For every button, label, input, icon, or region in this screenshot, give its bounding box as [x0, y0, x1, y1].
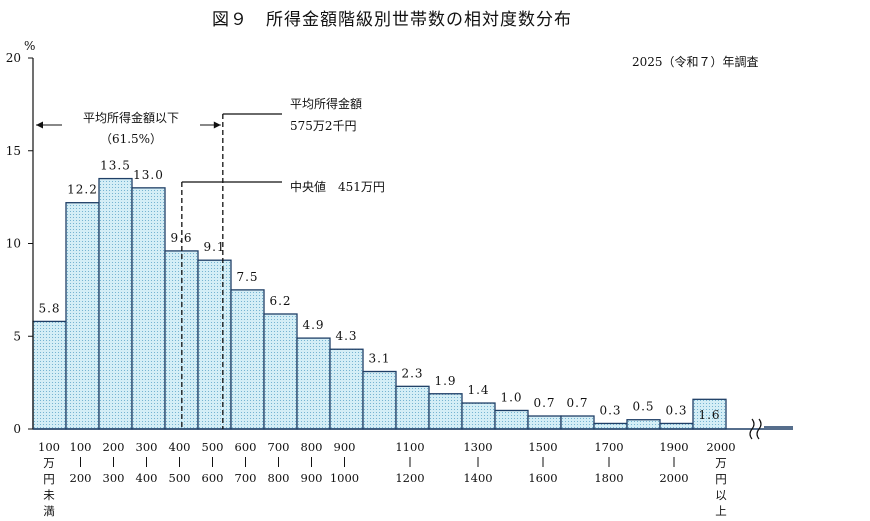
below-average-label: 平均所得金額以下 [83, 110, 179, 125]
histogram-bar [329, 348, 364, 430]
annotation-background [62, 108, 200, 152]
x-tick-label: 600 [202, 471, 224, 485]
bar-value-label: 6.2 [269, 294, 291, 308]
histogram-bar [98, 177, 133, 430]
x-tick-label: 600 [235, 440, 257, 454]
x-tick-label: 500 [202, 440, 224, 454]
bar-value-label: 3.1 [368, 351, 390, 365]
x-tick-label: 100 [70, 440, 92, 454]
y-tick-label: 15 [6, 144, 21, 158]
x-last-label: 円 [715, 472, 727, 486]
x-tick-label: 1100 [395, 440, 424, 454]
bar-value-label: 2.3 [401, 366, 423, 380]
x-tick-label: 900 [301, 471, 323, 485]
axis-break-mark [756, 418, 762, 440]
x-tick-label: 400 [169, 440, 191, 454]
x-tick-label: 700 [268, 440, 290, 454]
x-tick-label: 1200 [395, 471, 424, 485]
histogram-bar [65, 202, 100, 430]
x-last-label: 2000 [706, 440, 735, 454]
x-tick-label: 800 [268, 471, 290, 485]
x-tick-label: 1300 [463, 440, 492, 454]
histogram-bar [593, 422, 628, 430]
median-label: 中央値 451万円 [290, 179, 385, 194]
x-tick-label: 900 [334, 440, 356, 454]
bar-value-label: 0.3 [665, 403, 687, 417]
histogram-bar [131, 187, 166, 430]
bar-value-label: 0.7 [566, 396, 588, 410]
histogram-bar [527, 415, 562, 430]
y-axis-unit: % [24, 39, 35, 53]
bar-value-label: 4.3 [335, 329, 357, 343]
bar-value-label: 0.5 [632, 400, 654, 414]
survey-note: 2025（令和７）年調査 [632, 54, 759, 69]
x-tick-label: 300 [103, 471, 125, 485]
x-tick-label: 1800 [594, 471, 623, 485]
bar-value-label: 13.0 [133, 168, 164, 182]
x-tick-label: 1500 [528, 440, 557, 454]
y-tick-label: 0 [13, 422, 21, 436]
x-tick-label: 700 [235, 471, 257, 485]
chart-title: 図９ 所得金額階級別世帯数の相対度数分布 [212, 10, 572, 30]
x-tick-label: 1000 [330, 471, 359, 485]
bar-value-label: 7.5 [236, 270, 258, 284]
y-tick-label: 5 [13, 329, 21, 343]
x-tick-label: 1900 [659, 440, 688, 454]
bar-value-label: 5.8 [38, 301, 60, 315]
histogram-bar [296, 337, 331, 430]
bar-value-label: 0.3 [599, 403, 621, 417]
x-tick-label: 200 [70, 471, 92, 485]
x-last-label: 以 [715, 488, 727, 502]
histogram-bar [362, 370, 397, 430]
bar-value-label: 12.2 [67, 183, 98, 197]
arrow-head-left [36, 121, 43, 129]
x-first-label: 円 [43, 472, 55, 486]
x-last-label: 上 [715, 504, 727, 518]
bar-value-label: 9.1 [203, 240, 225, 254]
y-tick-label: 20 [6, 51, 21, 65]
average-value: 575万2千円 [290, 119, 357, 133]
bar-value-label: 1.6 [698, 408, 720, 422]
x-tick-label: 800 [301, 440, 323, 454]
histogram-bar [230, 289, 265, 430]
x-tick-label: 1400 [463, 471, 492, 485]
bar-value-label: 13.5 [100, 159, 131, 173]
bar-value-label: 1.0 [500, 390, 522, 404]
x-tick-label: 400 [136, 471, 158, 485]
x-first-label: 万 [43, 456, 55, 470]
axis-break-mark [749, 418, 755, 440]
histogram-bar [32, 320, 67, 430]
bar-value-label: 1.4 [467, 383, 489, 397]
x-tick-label: 500 [169, 471, 191, 485]
histogram-bar [560, 415, 595, 430]
histogram-bar [263, 313, 298, 430]
x-tick-label: 2000 [659, 471, 688, 485]
x-last-label: 万 [715, 456, 727, 470]
bar-value-label: 9.6 [170, 231, 192, 245]
bar-value-label: 4.9 [302, 318, 324, 332]
x-first-label: 100 [38, 440, 60, 454]
histogram-bar [461, 402, 496, 430]
x-tick-label: 300 [136, 440, 158, 454]
histogram-bar [395, 385, 430, 430]
below-average-share: （61.5%） [100, 132, 162, 146]
arrow-head-right [213, 121, 221, 129]
x-tick-label: 1600 [528, 471, 557, 485]
histogram-bar [626, 419, 661, 430]
y-tick-label: 10 [6, 237, 21, 251]
histogram-bar [494, 409, 529, 430]
histogram-bar [428, 393, 463, 430]
x-first-label: 満 [43, 504, 55, 518]
x-tick-label: 1700 [594, 440, 623, 454]
bar-value-label: 1.9 [434, 374, 456, 388]
histogram-bar [197, 259, 232, 430]
histogram-bar [659, 422, 694, 430]
average-label: 平均所得金額 [290, 96, 362, 111]
bar-value-label: 0.7 [533, 396, 555, 410]
x-first-label: 未 [43, 488, 55, 502]
x-tick-label: 200 [103, 440, 125, 454]
